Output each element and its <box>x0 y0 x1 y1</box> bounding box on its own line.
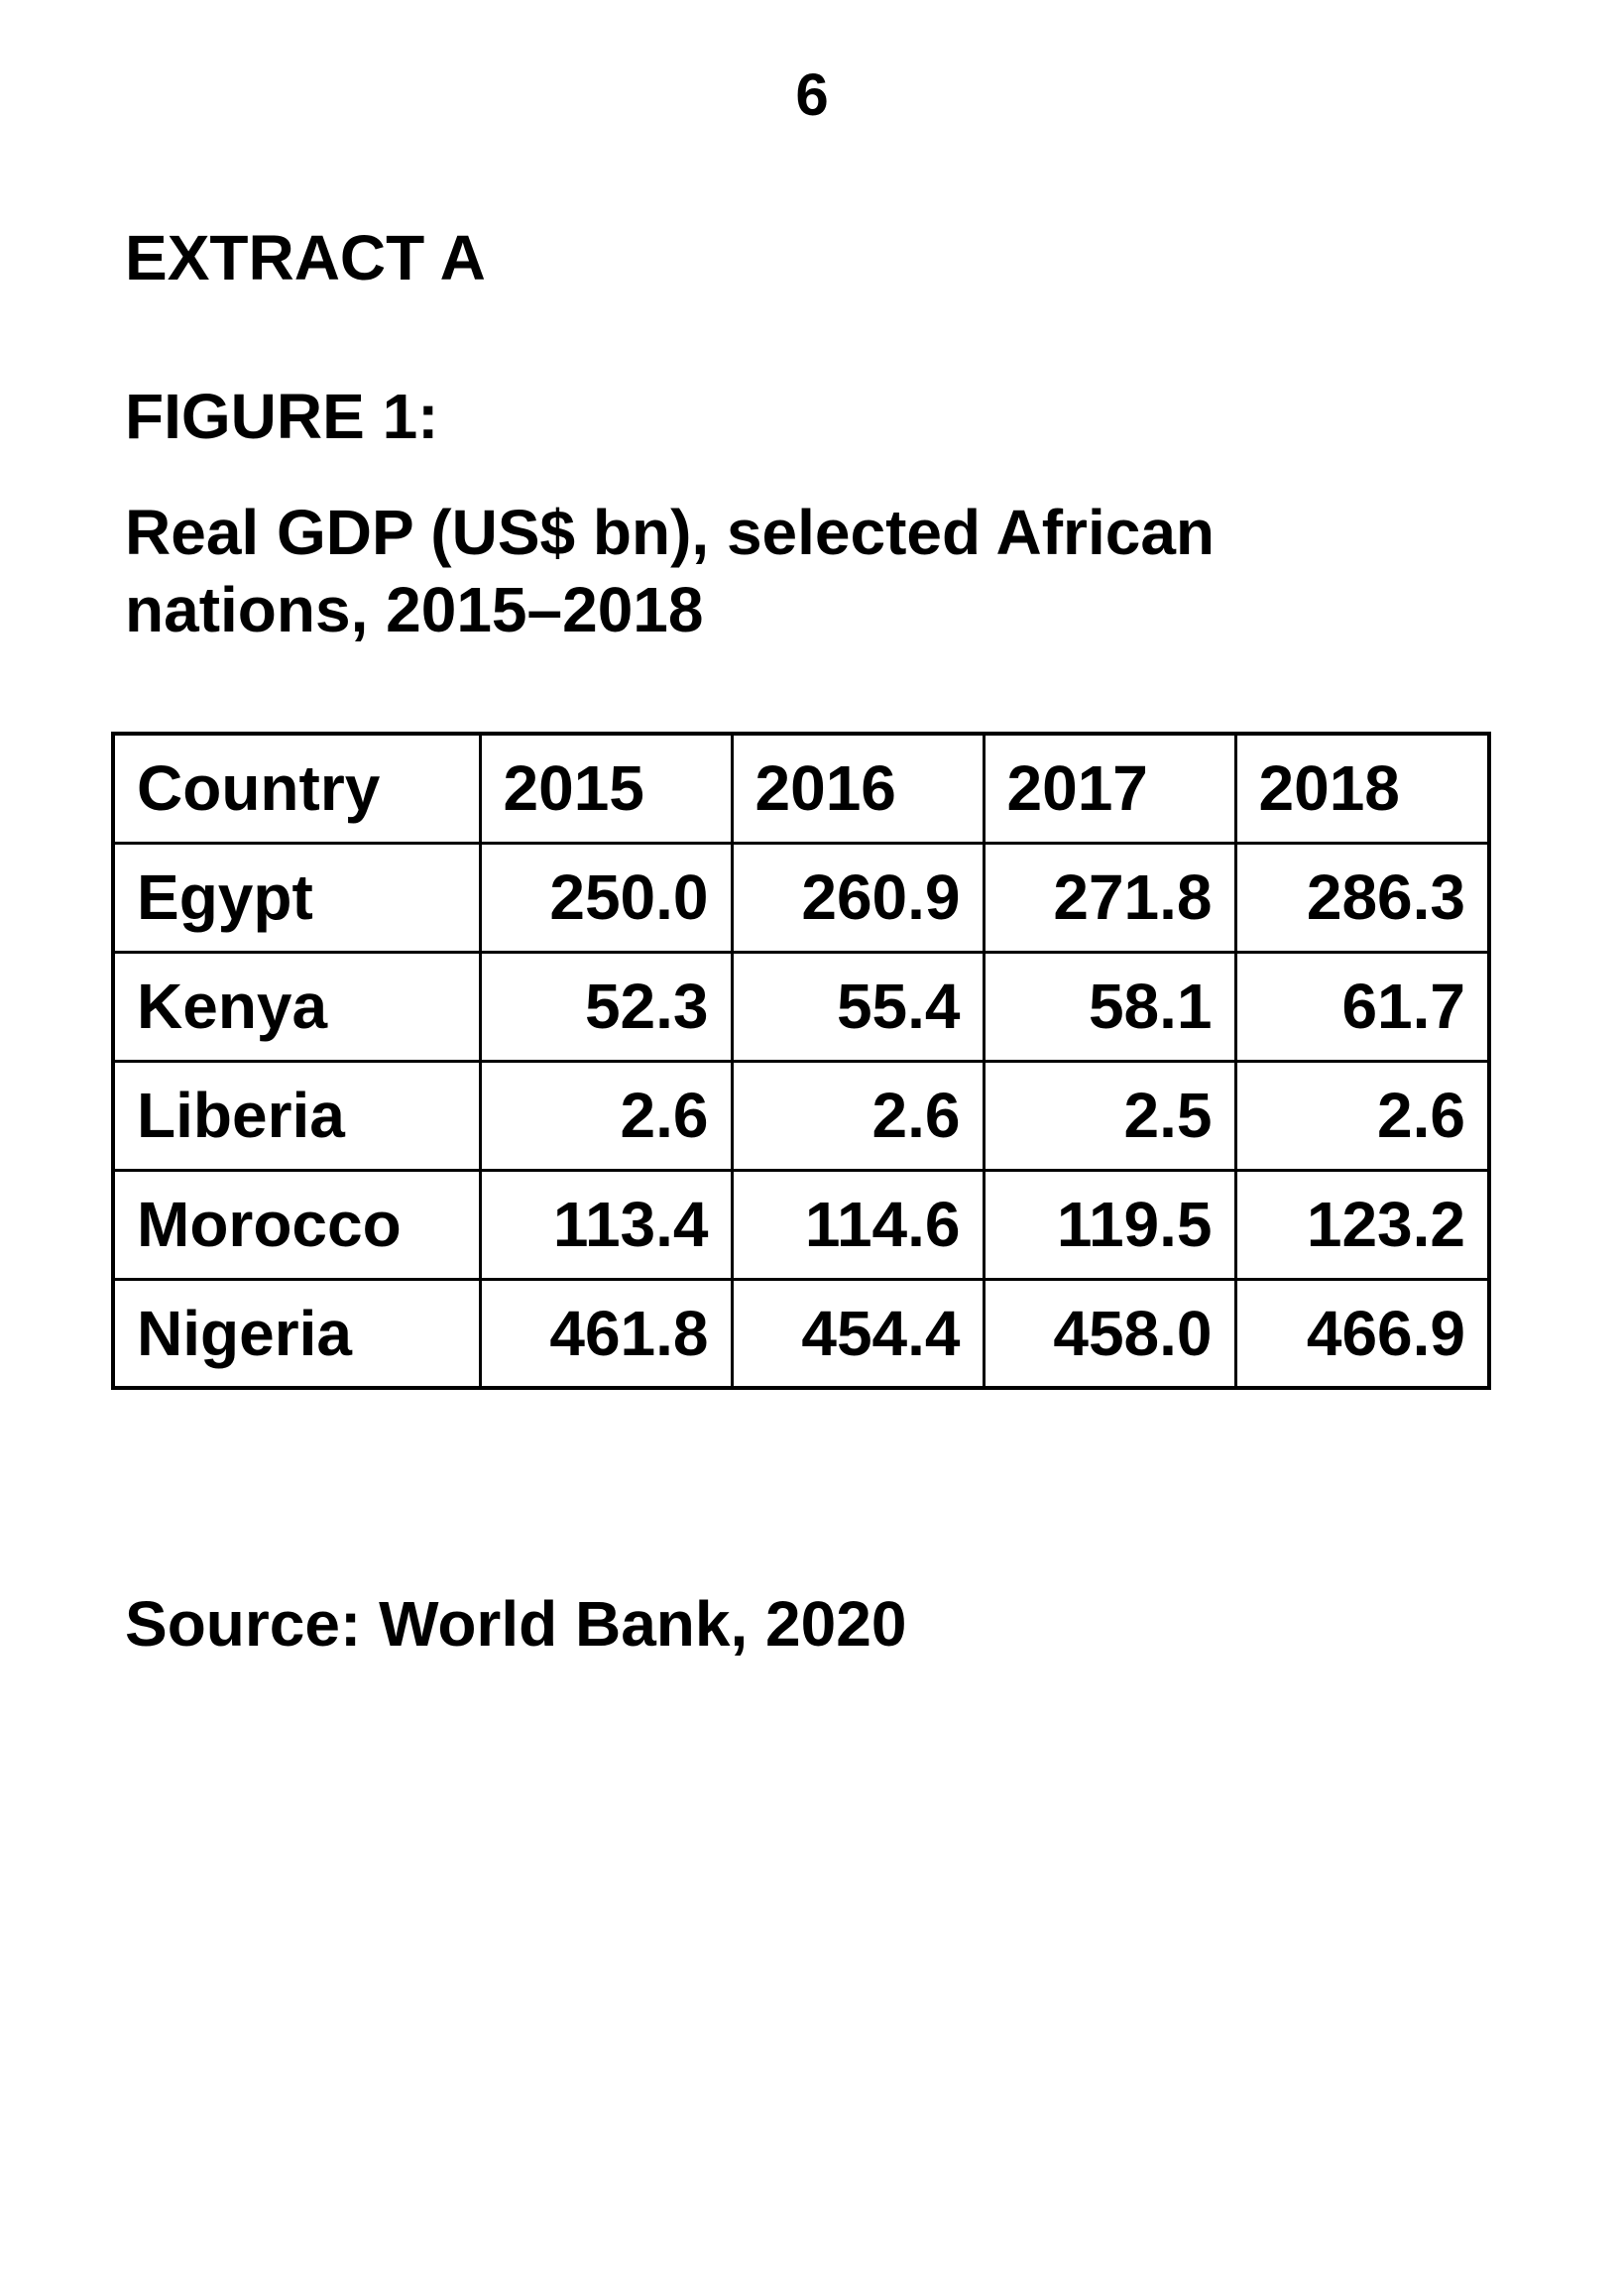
country-cell: Kenya <box>111 950 482 1063</box>
header-2017: 2017 <box>982 732 1237 845</box>
value-cell: 55.4 <box>730 950 986 1063</box>
value-cell: 114.6 <box>730 1168 986 1281</box>
table-row: Nigeria 461.8 454.4 458.0 466.9 <box>111 1277 1491 1390</box>
table-row: Egypt 250.0 260.9 271.8 286.3 <box>111 841 1491 954</box>
value-cell: 2.6 <box>730 1059 986 1172</box>
value-cell: 2.6 <box>1233 1059 1491 1172</box>
source-note: Source: World Bank, 2020 <box>125 1588 907 1660</box>
table-header-row: Country 2015 2016 2017 2018 <box>111 732 1491 845</box>
header-2018: 2018 <box>1233 732 1491 845</box>
gdp-table: Country 2015 2016 2017 2018 Egypt 250.0 … <box>111 732 1491 1390</box>
country-cell: Liberia <box>111 1059 482 1172</box>
country-cell: Morocco <box>111 1168 482 1281</box>
country-cell: Egypt <box>111 841 482 954</box>
value-cell: 260.9 <box>730 841 986 954</box>
value-cell: 286.3 <box>1233 841 1491 954</box>
extract-heading: EXTRACT A <box>125 222 486 293</box>
value-cell: 2.6 <box>478 1059 734 1172</box>
figure-title-line-2: nations, 2015–2018 <box>125 574 704 645</box>
figure-label: FIGURE 1: <box>125 381 439 452</box>
value-cell: 52.3 <box>478 950 734 1063</box>
country-cell: Nigeria <box>111 1277 482 1390</box>
header-country: Country <box>111 732 482 845</box>
value-cell: 461.8 <box>478 1277 734 1390</box>
value-cell: 466.9 <box>1233 1277 1491 1390</box>
value-cell: 119.5 <box>982 1168 1237 1281</box>
table-row: Morocco 113.4 114.6 119.5 123.2 <box>111 1168 1491 1281</box>
value-cell: 458.0 <box>982 1277 1237 1390</box>
figure-title-line-1: Real GDP (US$ bn), selected African <box>125 497 1215 568</box>
value-cell: 113.4 <box>478 1168 734 1281</box>
value-cell: 454.4 <box>730 1277 986 1390</box>
table-row: Kenya 52.3 55.4 58.1 61.7 <box>111 950 1491 1063</box>
page-number: 6 <box>795 61 829 128</box>
value-cell: 2.5 <box>982 1059 1237 1172</box>
header-2016: 2016 <box>730 732 986 845</box>
value-cell: 271.8 <box>982 841 1237 954</box>
value-cell: 123.2 <box>1233 1168 1491 1281</box>
table-row: Liberia 2.6 2.6 2.5 2.6 <box>111 1059 1491 1172</box>
header-2015: 2015 <box>478 732 734 845</box>
value-cell: 250.0 <box>478 841 734 954</box>
figure-title: Real GDP (US$ bn), selected African nati… <box>125 494 1414 648</box>
value-cell: 58.1 <box>982 950 1237 1063</box>
value-cell: 61.7 <box>1233 950 1491 1063</box>
